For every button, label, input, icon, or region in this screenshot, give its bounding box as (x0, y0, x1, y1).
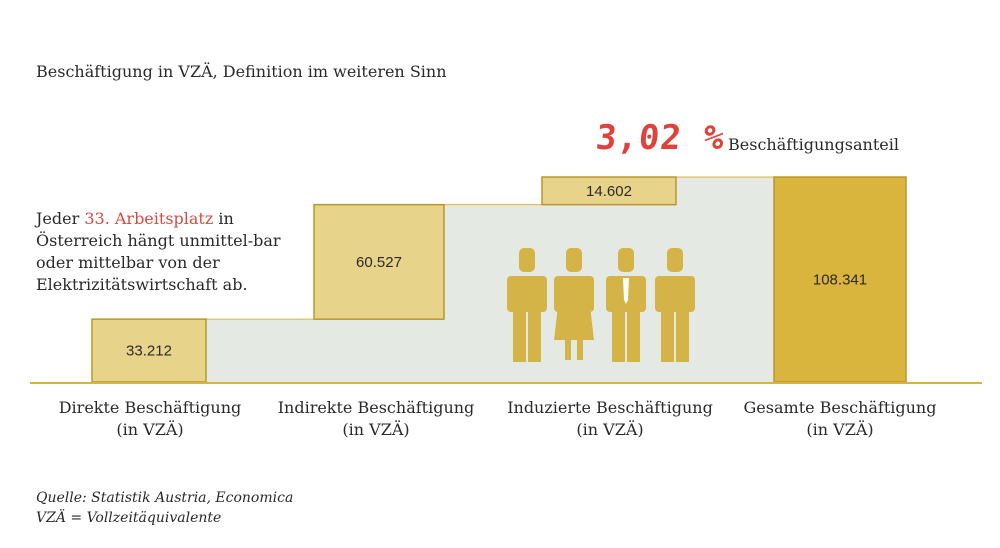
people-icons (507, 248, 695, 362)
footer: Quelle: Statistik Austria, Economica VZÄ… (36, 488, 293, 528)
category-label-unit: (in VZÄ) (342, 420, 410, 439)
bar-induced (541, 176, 677, 206)
category-label-unit: (in VZÄ) (116, 420, 184, 439)
category-label-line: Indirekte Beschäftigung (277, 398, 475, 417)
bar-layer (91, 176, 907, 383)
category-label-induced: Induzierte Beschäftigung (in VZÄ) (490, 397, 730, 441)
chart-title: Beschäftigung in VZÄ, Definition im weit… (36, 62, 447, 81)
note-text-end: in Österreich hängt unmittel-bar oder mi… (36, 209, 281, 294)
bar-total (773, 176, 907, 383)
abbreviation-note: VZÄ = Vollzeitäquivalente (36, 510, 222, 526)
category-label-total: Gesamte Beschäftigung (in VZÄ) (720, 397, 960, 441)
category-label-line: Gesamte Beschäftigung (743, 398, 937, 417)
man-icon (655, 248, 695, 362)
source-note: Quelle: Statistik Austria, Economica (36, 490, 294, 506)
note-highlight: 33. Arbeitsplatz (84, 209, 214, 228)
category-label-direct: Direkte Beschäftigung (in VZÄ) (30, 397, 270, 441)
bar-indirect (313, 203, 445, 320)
man-icon (606, 248, 646, 362)
value-label-direct: 33.212 (126, 343, 172, 360)
man-icon (507, 248, 547, 362)
woman-icon (554, 248, 594, 360)
annotation-note: Jeder 33. Arbeitsplatz in Österreich hän… (36, 208, 296, 296)
value-label-total: 108.341 (813, 272, 867, 289)
category-label-line: Induzierte Beschäftigung (507, 398, 713, 417)
bar-direct (91, 318, 207, 383)
category-label-line: Direkte Beschäftigung (58, 398, 242, 417)
note-text-start: Jeder (36, 209, 85, 228)
category-label-unit: (in VZÄ) (576, 420, 644, 439)
value-label-induced: 14.602 (586, 183, 632, 200)
share-label: Beschäftigungsanteil (728, 135, 899, 154)
value-label-layer: 33.212 60.527 14.602 108.341 (126, 183, 867, 360)
category-label-indirect: Indirekte Beschäftigung (in VZÄ) (256, 397, 496, 441)
category-label-unit: (in VZÄ) (806, 420, 874, 439)
value-label-indirect: 60.527 (356, 254, 402, 271)
